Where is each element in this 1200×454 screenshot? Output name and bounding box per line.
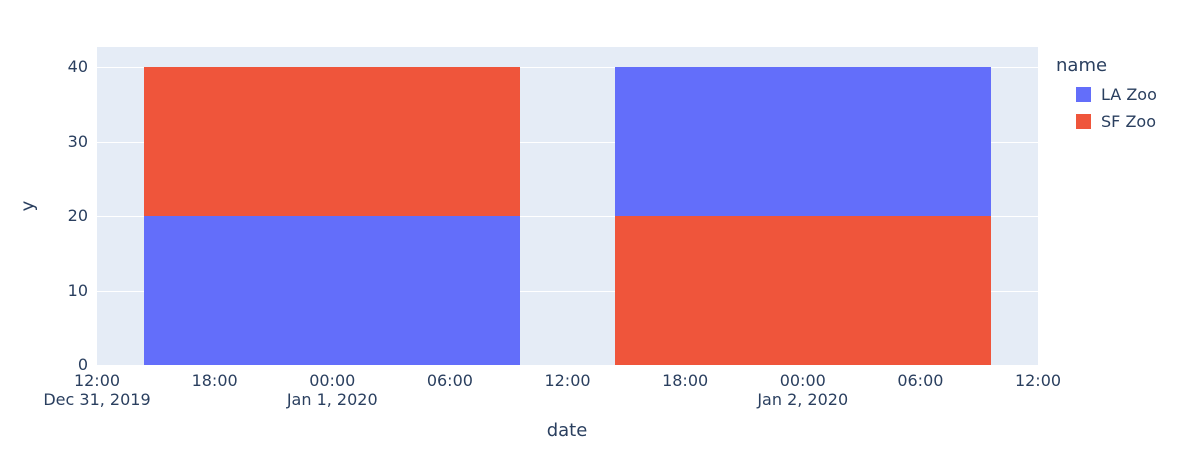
y-gridline: [97, 216, 1038, 218]
y-gridline: [97, 67, 1038, 69]
legend-swatch-icon: [1076, 114, 1091, 129]
legend-item-label: SF Zoo: [1101, 112, 1156, 131]
x-tick-label: 12:00: [1014, 371, 1062, 390]
x-date-label: Dec 31, 2019: [43, 390, 151, 409]
x-tick-label: 06:00: [426, 371, 473, 390]
legend-title: name: [1056, 55, 1108, 76]
x-date-label: Jan 1, 2020: [286, 390, 378, 409]
bar-segment-la-zoo[interactable]: [614, 67, 991, 217]
x-axis-title: date: [546, 420, 588, 441]
plot-area[interactable]: [97, 47, 1038, 366]
y-gridline: [97, 365, 1038, 366]
legend-item-sf-zoo[interactable]: SF Zoo: [1076, 112, 1157, 131]
x-tick-label: 06:00: [897, 371, 944, 390]
x-tick-label: 12:00: [544, 371, 591, 390]
legend-swatch-icon: [1076, 87, 1091, 102]
legend-items: LA Zoo SF Zoo: [1056, 85, 1157, 131]
y-axis-title: y: [17, 200, 39, 212]
y-tick-label: 10: [67, 280, 88, 300]
x-date-label: Jan 2, 2020: [757, 390, 849, 409]
x-tick-label: 00:00: [309, 371, 356, 390]
x-tick-label: 12:00: [73, 371, 121, 390]
y-gridline: [97, 141, 1038, 143]
legend-item-label: LA Zoo: [1101, 85, 1157, 104]
legend: name LA Zoo SF Zoo: [1056, 55, 1157, 139]
y-tick-label: 20: [67, 206, 88, 226]
x-tick-label: 18:00: [662, 371, 709, 390]
x-tick-label: 18:00: [191, 371, 238, 390]
y-gridline: [97, 290, 1038, 292]
y-tick-label: 30: [67, 131, 88, 151]
x-tick-label: 00:00: [779, 371, 826, 390]
bar-segment-la-zoo[interactable]: [144, 216, 521, 365]
bar-segment-sf-zoo[interactable]: [144, 67, 521, 217]
y-tick-label: 40: [67, 57, 88, 77]
legend-item-la-zoo[interactable]: LA Zoo: [1076, 85, 1157, 104]
y-tick-label: 0: [77, 355, 88, 374]
bar-segment-sf-zoo[interactable]: [614, 216, 991, 365]
